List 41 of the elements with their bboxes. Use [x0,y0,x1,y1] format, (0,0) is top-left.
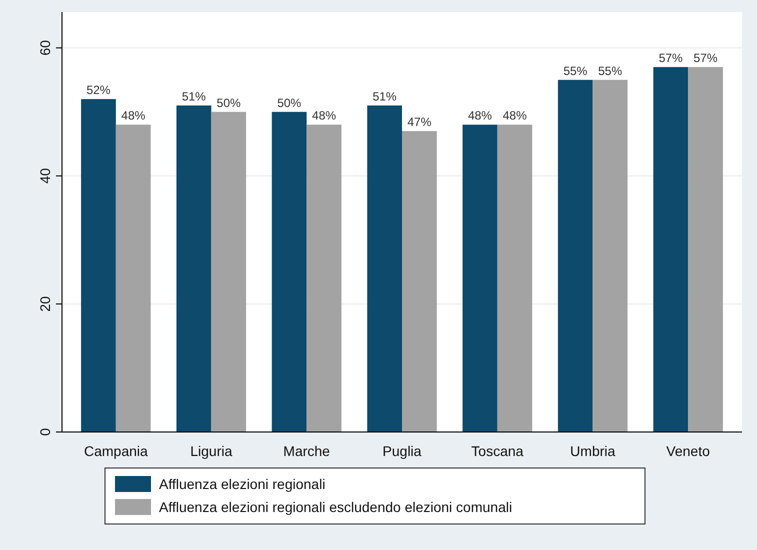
data-label: 48% [502,108,528,123]
bar [497,124,532,432]
bar [653,67,688,432]
data-label: 51% [182,89,206,104]
data-label: 47% [407,115,432,130]
bar [558,80,593,432]
x-tick-label: Puglia [382,443,422,459]
legend-label: Affluenza elezioni regionali [159,476,326,492]
data-label: 55% [598,64,622,78]
x-tick-label: Liguria [190,443,232,459]
data-label: 48% [312,108,336,123]
bar [306,124,342,432]
bar [367,105,402,432]
bar [592,80,628,432]
bar [462,124,498,432]
bar [211,112,246,432]
x-tick-label: Umbria [570,443,616,459]
y-tick-label: 0 [37,428,53,436]
bar [176,105,212,432]
data-label: 55% [563,64,588,78]
data-label: 50% [216,96,241,110]
data-label: 48% [121,108,146,123]
x-tick-label: Campania [84,443,148,459]
data-label: 57% [694,51,718,66]
y-tick-label: 40 [37,168,53,184]
x-tick-label: Toscana [471,443,524,459]
y-tick-label: 60 [37,40,53,56]
data-label: 50% [277,96,302,110]
legend-label: Affluenza elezioni regionali escludendo elezioni comunali [159,499,512,515]
bar [81,99,116,432]
bar [116,124,151,432]
y-tick-label: 20 [37,296,53,312]
data-label: 52% [86,83,111,98]
data-label: 57% [658,51,684,66]
bar [402,131,437,432]
bar [688,67,723,432]
x-tick-label: Veneto [666,443,710,459]
data-label: 51% [372,89,397,104]
bar [272,112,307,432]
data-label: 48% [468,108,492,123]
x-tick-label: Marche [283,443,330,459]
